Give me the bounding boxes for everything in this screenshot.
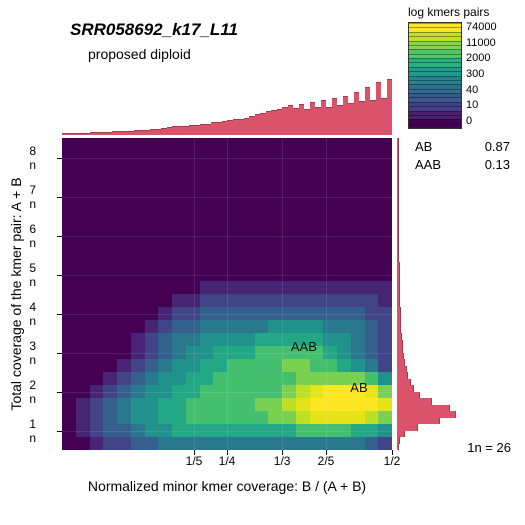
legend-tick: 2000 [466, 53, 497, 64]
heatmap-annotation: AAB [291, 339, 317, 354]
legend-gradient [408, 22, 462, 129]
ratio-ab-value: 0.87 [485, 138, 510, 156]
legend-labels: 74000 11000 2000 300 40 10 0 [466, 22, 497, 127]
y-tick: 7 n [29, 183, 36, 211]
y-tick: 8 n [29, 144, 36, 172]
ratio-aab-value: 0.13 [485, 156, 510, 174]
legend-tick: 0 [466, 116, 497, 127]
legend-tick: 11000 [466, 38, 497, 49]
y-tick: 4 n [29, 300, 36, 328]
heatmap-annotation: AB [350, 380, 367, 395]
legend-tick: 300 [466, 69, 497, 80]
colorbar-legend: log kmers pairs 74000 11000 2000 300 40 10 0 [408, 5, 513, 129]
title-block: SRR058692_k17_L11 proposed diploid [70, 20, 238, 62]
top-histogram [62, 80, 392, 135]
y-axis-title: Total coverage of the kmer pair: A + B [8, 61, 24, 294]
heatmap [62, 138, 392, 450]
x-tick: 1/4 [219, 454, 236, 468]
y-tick: 5 n [29, 261, 36, 289]
y-tick: 6 n [29, 222, 36, 250]
legend-tick: 10 [466, 100, 497, 111]
y-tick: 3 n [29, 339, 36, 367]
x-axis-title: Normalized minor kmer coverage: B / (A +… [88, 478, 366, 494]
y-tick: 2 n [29, 378, 36, 406]
chart-title: SRR058692_k17_L11 [70, 20, 238, 40]
legend-tick: 40 [466, 85, 497, 96]
legend-tick: 74000 [466, 22, 497, 33]
chart-subtitle: proposed diploid [88, 46, 238, 62]
x-tick: 1/5 [186, 454, 203, 468]
right-histogram [397, 138, 455, 450]
x-tick: 2/5 [318, 454, 335, 468]
y-tick: 1 n [29, 417, 36, 445]
legend-title: log kmers pairs [408, 5, 513, 19]
x-tick: 1/3 [274, 454, 291, 468]
n-label: 1n = 26 [467, 440, 511, 455]
x-tick: 1/2 [384, 454, 401, 468]
